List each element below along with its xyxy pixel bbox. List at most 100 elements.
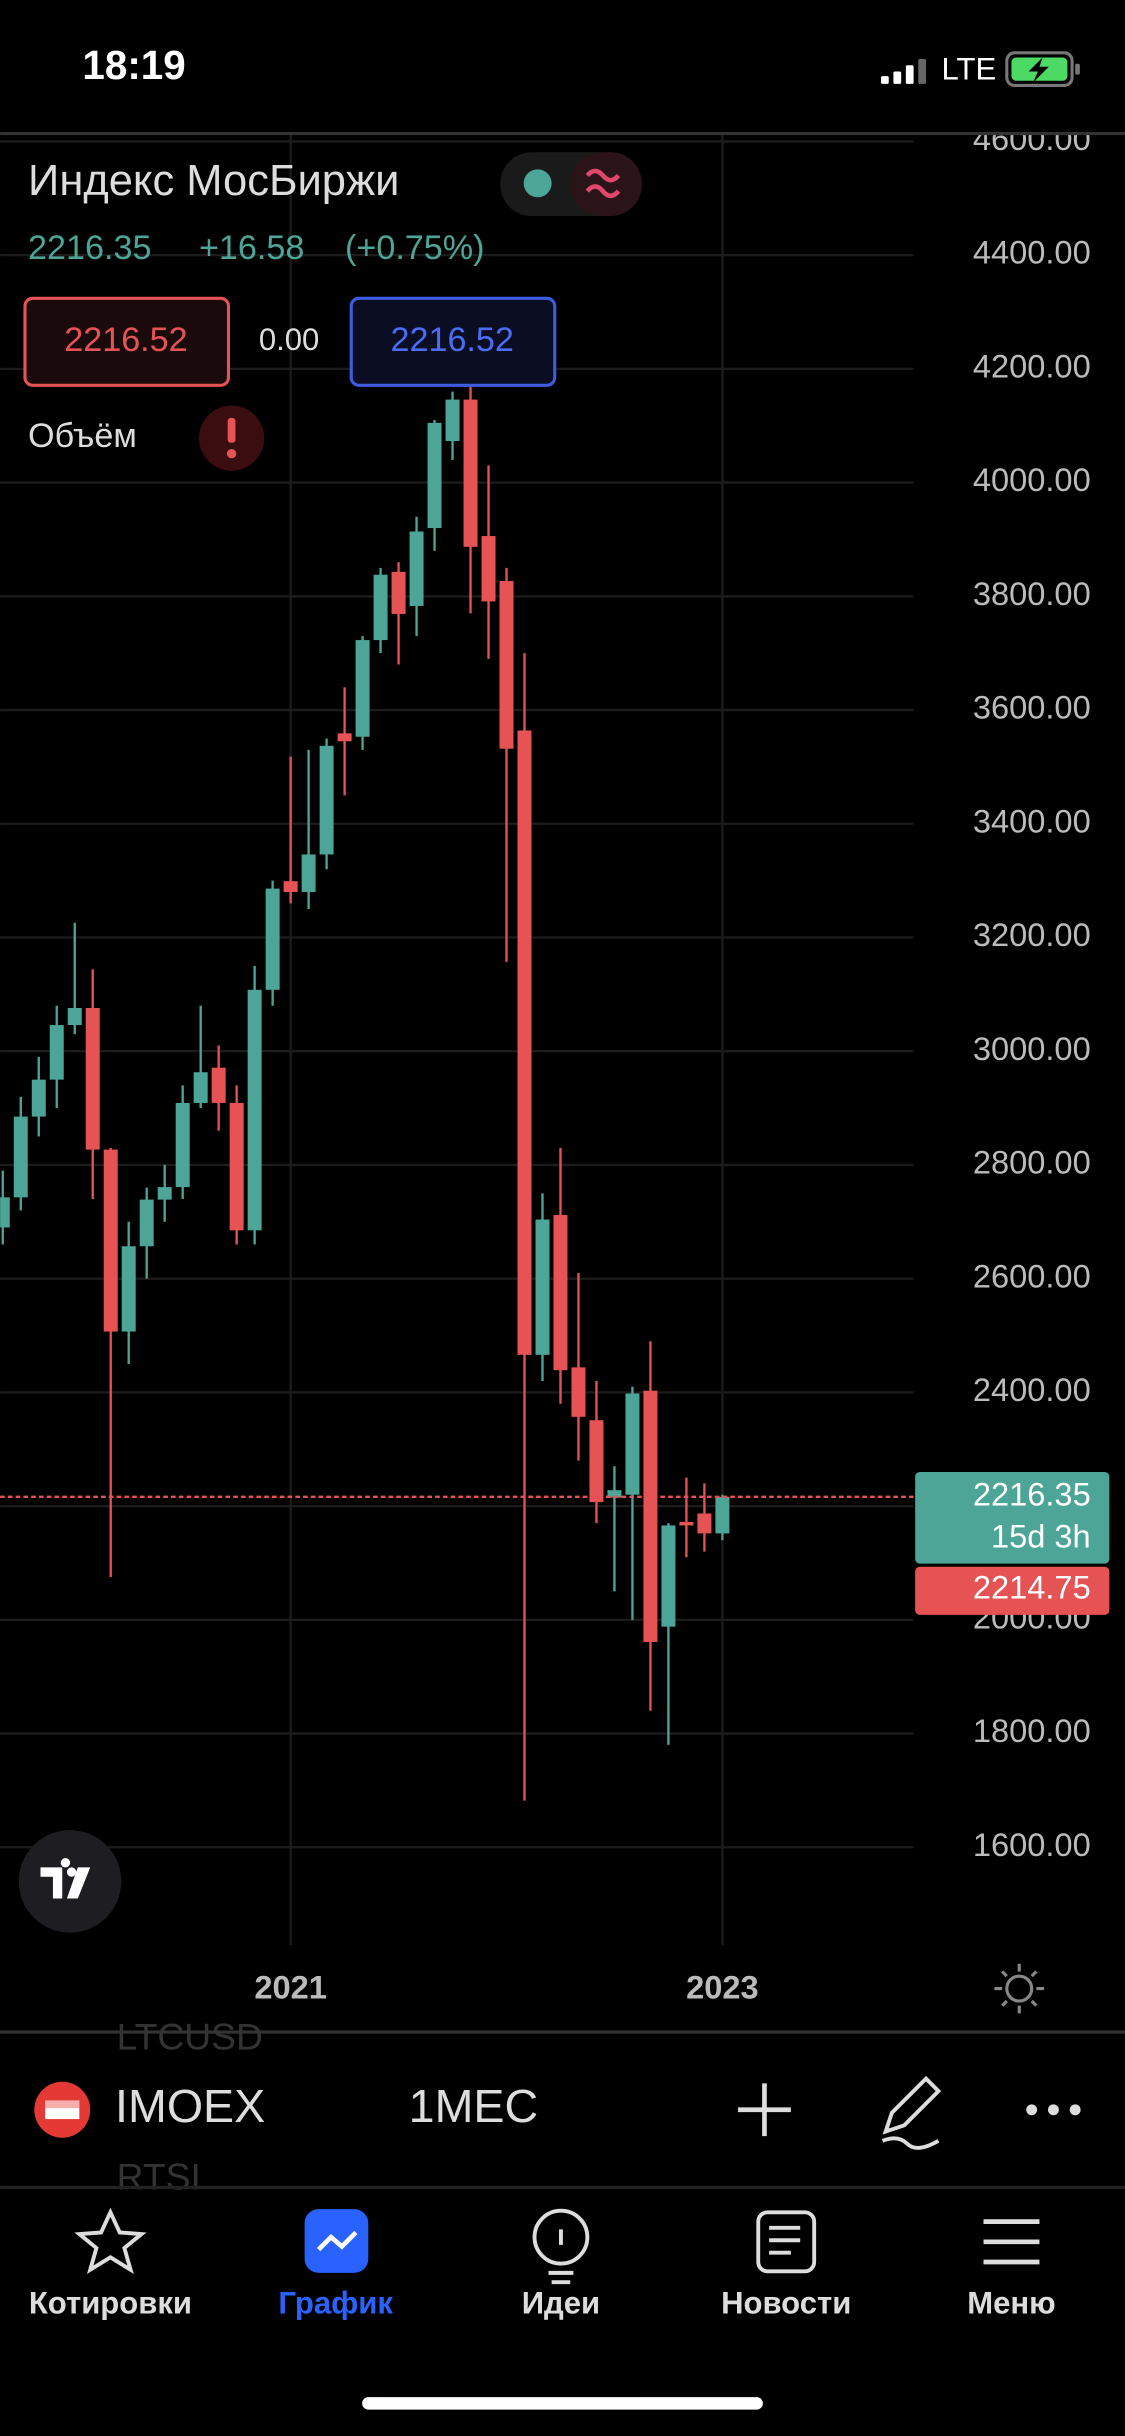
symbol-icon — [34, 2081, 91, 2138]
bid[interactable]: 2216.52 — [64, 321, 187, 359]
candle-body — [157, 1187, 172, 1200]
candle-body — [283, 881, 298, 892]
candle-body — [499, 580, 514, 749]
candle-body — [265, 888, 280, 990]
y-axis: 1600.001800.002000.002200.002400.002600.… — [973, 120, 1091, 1863]
sell-button[interactable] — [23, 296, 231, 387]
candle-body — [175, 1102, 190, 1188]
tradingview-logo[interactable] — [18, 1830, 122, 1933]
last-price-label: 2216.35 — [973, 1475, 1091, 1512]
symbol-title: Индекс МосБиржи — [28, 157, 399, 205]
candle-body — [13, 1116, 28, 1198]
tab-icon — [316, 2230, 358, 2252]
x-axis: 2021 2023 — [254, 1969, 758, 2006]
add-button[interactable] — [738, 2083, 791, 2137]
candle-body — [373, 574, 388, 641]
candle-body — [139, 1199, 154, 1247]
candle-body — [661, 1525, 676, 1627]
tab-label[interactable]: График — [278, 2286, 393, 2321]
candle-body — [301, 854, 316, 892]
countdown-label: 15d 3h — [991, 1517, 1091, 1554]
ask[interactable]: 2216.52 — [390, 321, 513, 359]
candle-body — [697, 1513, 712, 1534]
volume-warning[interactable] — [198, 405, 265, 471]
candle-body — [481, 536, 496, 602]
candle-body — [553, 1214, 568, 1371]
candle-body — [445, 399, 460, 442]
y-tick-label: 1800.00 — [973, 1712, 1091, 1749]
candle-body — [49, 1025, 64, 1080]
candle-body — [571, 1367, 586, 1417]
grid — [0, 135, 914, 1946]
candle-body — [535, 1219, 550, 1355]
candle-body — [337, 733, 352, 742]
tab-label[interactable]: Новости — [721, 2286, 851, 2321]
tab-label[interactable]: Идеи — [522, 2286, 600, 2321]
candle-body — [355, 640, 370, 737]
volume-label: Объём — [28, 417, 137, 455]
candle-body — [625, 1393, 640, 1495]
candle-body — [0, 1197, 10, 1228]
candle-body — [31, 1079, 46, 1117]
buy-button[interactable] — [349, 296, 557, 387]
overlay: 2216.35 15d 3h 2214.75 — [0, 1471, 1110, 1615]
settings-icon[interactable] — [994, 1963, 1045, 2014]
candle-body — [607, 1490, 622, 1498]
clock: 18:19 — [82, 42, 185, 88]
candles — [0, 385, 730, 1801]
last-price: 2216.35 — [28, 229, 151, 267]
y-tick-label: 2400.00 — [973, 1371, 1091, 1408]
y-tick-label: 3200.00 — [973, 916, 1091, 953]
y-tick-label: 4400.00 — [973, 234, 1091, 271]
y-tick-label: 4000.00 — [973, 461, 1091, 498]
candle-body — [67, 1007, 82, 1026]
candle-body — [211, 1067, 226, 1103]
candle-body — [391, 571, 406, 614]
battery-icon — [1005, 51, 1080, 87]
tab-icon[interactable] — [756, 2210, 817, 2274]
network: LTE — [942, 52, 997, 87]
candle-body — [193, 1072, 208, 1103]
candle-body — [409, 531, 424, 606]
prev-symbol: LTCUSD — [117, 2016, 263, 2058]
candle-body — [589, 1420, 604, 1503]
interval[interactable]: 1МЕС — [409, 2080, 538, 2132]
tab-label[interactable]: Котировки — [29, 2286, 192, 2321]
tab-icon[interactable] — [532, 2208, 590, 2285]
spread: 0.00 — [259, 322, 319, 357]
candle-body — [103, 1149, 118, 1332]
market-toggle[interactable] — [500, 152, 642, 216]
candle-body — [715, 1496, 730, 1534]
candle-body — [229, 1102, 244, 1231]
more-button[interactable] — [1026, 2104, 1081, 2116]
y-tick-label: 3600.00 — [973, 689, 1091, 726]
x-tick-label: 2023 — [686, 1969, 759, 2006]
price-change: +16.58 — [199, 229, 304, 267]
candle-body — [319, 745, 334, 855]
tab-icon[interactable] — [983, 2219, 1040, 2265]
draw-button[interactable] — [881, 2075, 942, 2150]
y-tick-label: 4200.00 — [973, 347, 1091, 384]
signal-icon — [880, 59, 927, 84]
symbol[interactable]: IMOEX — [115, 2080, 265, 2132]
tab-icon[interactable] — [74, 2207, 147, 2275]
x-tick-label: 2021 — [254, 1969, 327, 2006]
y-tick-label: 3800.00 — [973, 575, 1091, 612]
candle-body — [643, 1390, 658, 1642]
candle-body — [517, 730, 532, 1355]
tab-bar: Котировки График Идеи Новости Меню — [29, 2286, 1056, 2321]
candle-body — [463, 399, 478, 547]
price-change-pct: (+0.75%) — [345, 229, 485, 267]
candle-body — [679, 1522, 694, 1526]
candle-body — [427, 422, 442, 529]
next-symbol: RTSI — [117, 2156, 201, 2198]
tab-label[interactable]: Меню — [967, 2286, 1055, 2321]
bid-price-label: 2214.75 — [973, 1569, 1091, 1606]
status-bar — [0, 0, 1125, 134]
y-tick-label: 2600.00 — [973, 1257, 1091, 1294]
candle-body — [121, 1246, 136, 1332]
home-indicator — [362, 2397, 763, 2410]
